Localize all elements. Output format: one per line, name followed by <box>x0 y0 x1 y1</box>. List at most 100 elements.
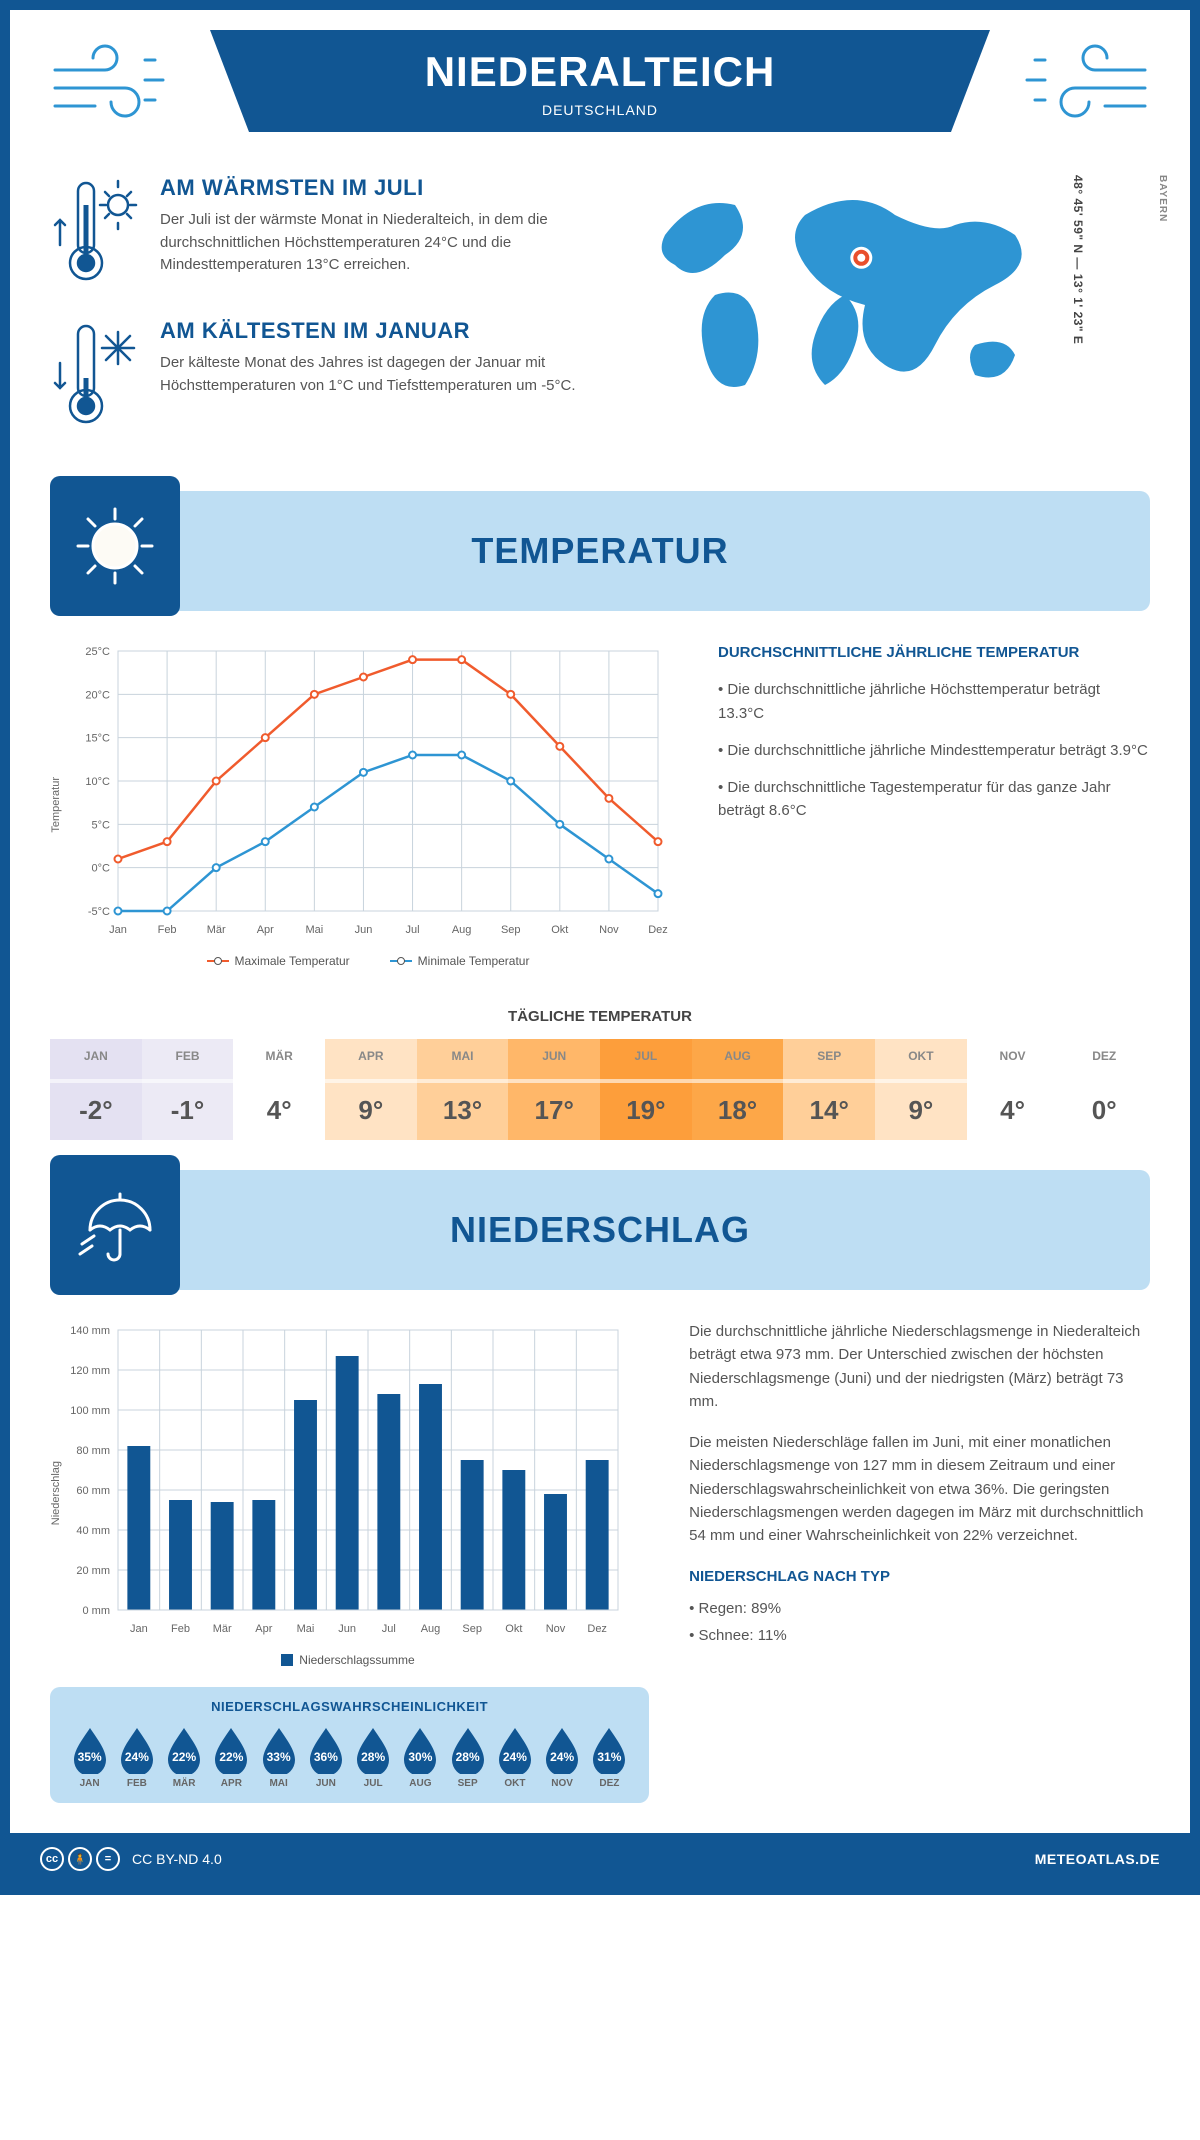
precip-chart-ylabel: Niederschlag <box>50 1461 62 1525</box>
svg-text:Aug: Aug <box>452 924 472 936</box>
thermometer-cold-icon <box>50 318 140 433</box>
svg-text:Mai: Mai <box>297 1623 315 1635</box>
temp-legend: Maximale Temperatur Minimale Temperatur <box>68 954 668 968</box>
precip-legend: Niederschlagssumme <box>68 1653 628 1667</box>
daily-temp-cell: MÄR4° <box>233 1039 325 1140</box>
svg-text:20 mm: 20 mm <box>76 1565 110 1577</box>
cc-icon: cc <box>40 1847 64 1871</box>
precip-prob-cell: 24%NOV <box>539 1726 586 1789</box>
precip-prob-cell: 22%APR <box>208 1726 255 1789</box>
precip-prob-cell: 36%JUN <box>302 1726 349 1789</box>
svg-text:100 mm: 100 mm <box>70 1405 110 1417</box>
svg-text:Apr: Apr <box>257 924 274 936</box>
svg-text:5°C: 5°C <box>92 819 111 831</box>
cc-icons: cc 🧍 = <box>40 1847 120 1871</box>
precip-type: • Regen: 89% <box>689 1597 1150 1620</box>
page-title: NIEDERALTEICH <box>230 48 970 96</box>
svg-text:80 mm: 80 mm <box>76 1445 110 1457</box>
svg-text:Dez: Dez <box>648 924 668 936</box>
precip-para-2: Die meisten Niederschläge fallen im Juni… <box>689 1431 1150 1547</box>
wind-icon-left <box>50 40 190 135</box>
legend-max: Maximale Temperatur <box>235 954 350 968</box>
precip-prob-title: NIEDERSCHLAGSWAHRSCHEINLICHKEIT <box>66 1699 633 1714</box>
nd-icon: = <box>96 1847 120 1871</box>
svg-text:Dez: Dez <box>587 1623 607 1635</box>
svg-text:0°C: 0°C <box>92 863 111 875</box>
svg-text:Mär: Mär <box>213 1623 232 1635</box>
svg-text:Sep: Sep <box>462 1623 482 1635</box>
svg-text:Mär: Mär <box>207 924 226 936</box>
daily-temp-cell: SEP14° <box>783 1039 875 1140</box>
daily-temp-strip: JAN-2°FEB-1°MÄR4°APR9°MAI13°JUN17°JUL19°… <box>50 1039 1150 1140</box>
temp-chart-ylabel: Temperatur <box>50 777 62 833</box>
precip-type-heading: NIEDERSCHLAG NACH TYP <box>689 1565 1150 1588</box>
world-map <box>645 175 1065 405</box>
svg-text:15°C: 15°C <box>85 733 110 745</box>
precip-type: • Schnee: 11% <box>689 1624 1150 1647</box>
svg-text:Jun: Jun <box>338 1623 356 1635</box>
daily-temp-title: TÄGLICHE TEMPERATUR <box>50 1008 1150 1025</box>
svg-text:-5°C: -5°C <box>88 906 110 918</box>
svg-text:Feb: Feb <box>158 924 177 936</box>
footer: cc 🧍 = CC BY-ND 4.0 METEOATLAS.DE <box>10 1833 1190 1885</box>
precip-prob-cell: 35%JAN <box>66 1726 113 1789</box>
svg-text:20°C: 20°C <box>85 689 110 701</box>
svg-text:Jan: Jan <box>109 924 127 936</box>
umbrella-icon <box>50 1155 180 1295</box>
precip-prob-cell: 28%JUL <box>350 1726 397 1789</box>
fact-cold-text: Der kälteste Monat des Jahres ist dagege… <box>160 352 605 397</box>
daily-temp-cell: OKT9° <box>875 1039 967 1140</box>
precip-prob-cell: 33%MAI <box>255 1726 302 1789</box>
thermometer-hot-icon <box>50 175 140 290</box>
fact-warmest: AM WÄRMSTEN IM JULI Der Juli ist der wär… <box>50 175 605 290</box>
svg-text:Jun: Jun <box>355 924 373 936</box>
fact-warm-title: AM WÄRMSTEN IM JULI <box>160 175 605 201</box>
precip-probability-box: NIEDERSCHLAGSWAHRSCHEINLICHKEIT 35%JAN 24… <box>50 1687 649 1803</box>
svg-text:Aug: Aug <box>421 1623 441 1635</box>
svg-text:Okt: Okt <box>551 924 568 936</box>
site-label: METEOATLAS.DE <box>1035 1851 1160 1867</box>
svg-text:40 mm: 40 mm <box>76 1525 110 1537</box>
svg-text:140 mm: 140 mm <box>70 1325 110 1337</box>
daily-temp-cell: DEZ0° <box>1058 1039 1150 1140</box>
by-icon: 🧍 <box>68 1847 92 1871</box>
svg-text:25°C: 25°C <box>85 646 110 658</box>
svg-text:120 mm: 120 mm <box>70 1365 110 1377</box>
region-label: BAYERN <box>1157 175 1168 222</box>
page-subtitle: DEUTSCHLAND <box>230 102 970 118</box>
svg-text:Mai: Mai <box>305 924 323 936</box>
fact-coldest: AM KÄLTESTEN IM JANUAR Der kälteste Mona… <box>50 318 605 433</box>
daily-temp-cell: JUL19° <box>600 1039 692 1140</box>
title-ribbon: NIEDERALTEICH DEUTSCHLAND <box>210 30 990 132</box>
license-label: CC BY-ND 4.0 <box>132 1851 222 1867</box>
legend-min: Minimale Temperatur <box>418 954 530 968</box>
daily-temp-cell: MAI13° <box>417 1039 509 1140</box>
fact-cold-title: AM KÄLTESTEN IM JANUAR <box>160 318 605 344</box>
svg-text:Feb: Feb <box>171 1623 190 1635</box>
daily-temp-cell: JAN-2° <box>50 1039 142 1140</box>
svg-text:Jul: Jul <box>406 924 420 936</box>
precip-prob-cell: 30%AUG <box>397 1726 444 1789</box>
wind-icon-right <box>1010 40 1150 135</box>
daily-temp-cell: FEB-1° <box>142 1039 234 1140</box>
svg-text:10°C: 10°C <box>85 776 110 788</box>
sun-icon <box>50 476 180 616</box>
svg-text:Sep: Sep <box>501 924 521 936</box>
svg-text:Nov: Nov <box>546 1623 566 1635</box>
temp-bullet: • Die durchschnittliche jährliche Höchst… <box>718 678 1150 725</box>
precipitation-chart: 0 mm20 mm40 mm60 mm80 mm100 mm120 mm140 … <box>68 1320 628 1667</box>
section-precipitation: NIEDERSCHLAG <box>50 1170 1150 1290</box>
svg-text:Apr: Apr <box>255 1623 272 1635</box>
temp-bullet: • Die durchschnittliche jährliche Mindes… <box>718 739 1150 762</box>
precip-prob-cell: 31%DEZ <box>586 1726 633 1789</box>
svg-text:Nov: Nov <box>599 924 619 936</box>
svg-text:Jul: Jul <box>382 1623 396 1635</box>
precip-para-1: Die durchschnittliche jährliche Niedersc… <box>689 1320 1150 1413</box>
legend-precip: Niederschlagssumme <box>299 1653 414 1667</box>
daily-temp-cell: AUG18° <box>692 1039 784 1140</box>
temp-text-heading: DURCHSCHNITTLICHE JÄHRLICHE TEMPERATUR <box>718 641 1150 664</box>
svg-text:60 mm: 60 mm <box>76 1485 110 1497</box>
svg-text:Okt: Okt <box>505 1623 522 1635</box>
section-temperature: TEMPERATUR <box>50 491 1150 611</box>
daily-temp-cell: APR9° <box>325 1039 417 1140</box>
